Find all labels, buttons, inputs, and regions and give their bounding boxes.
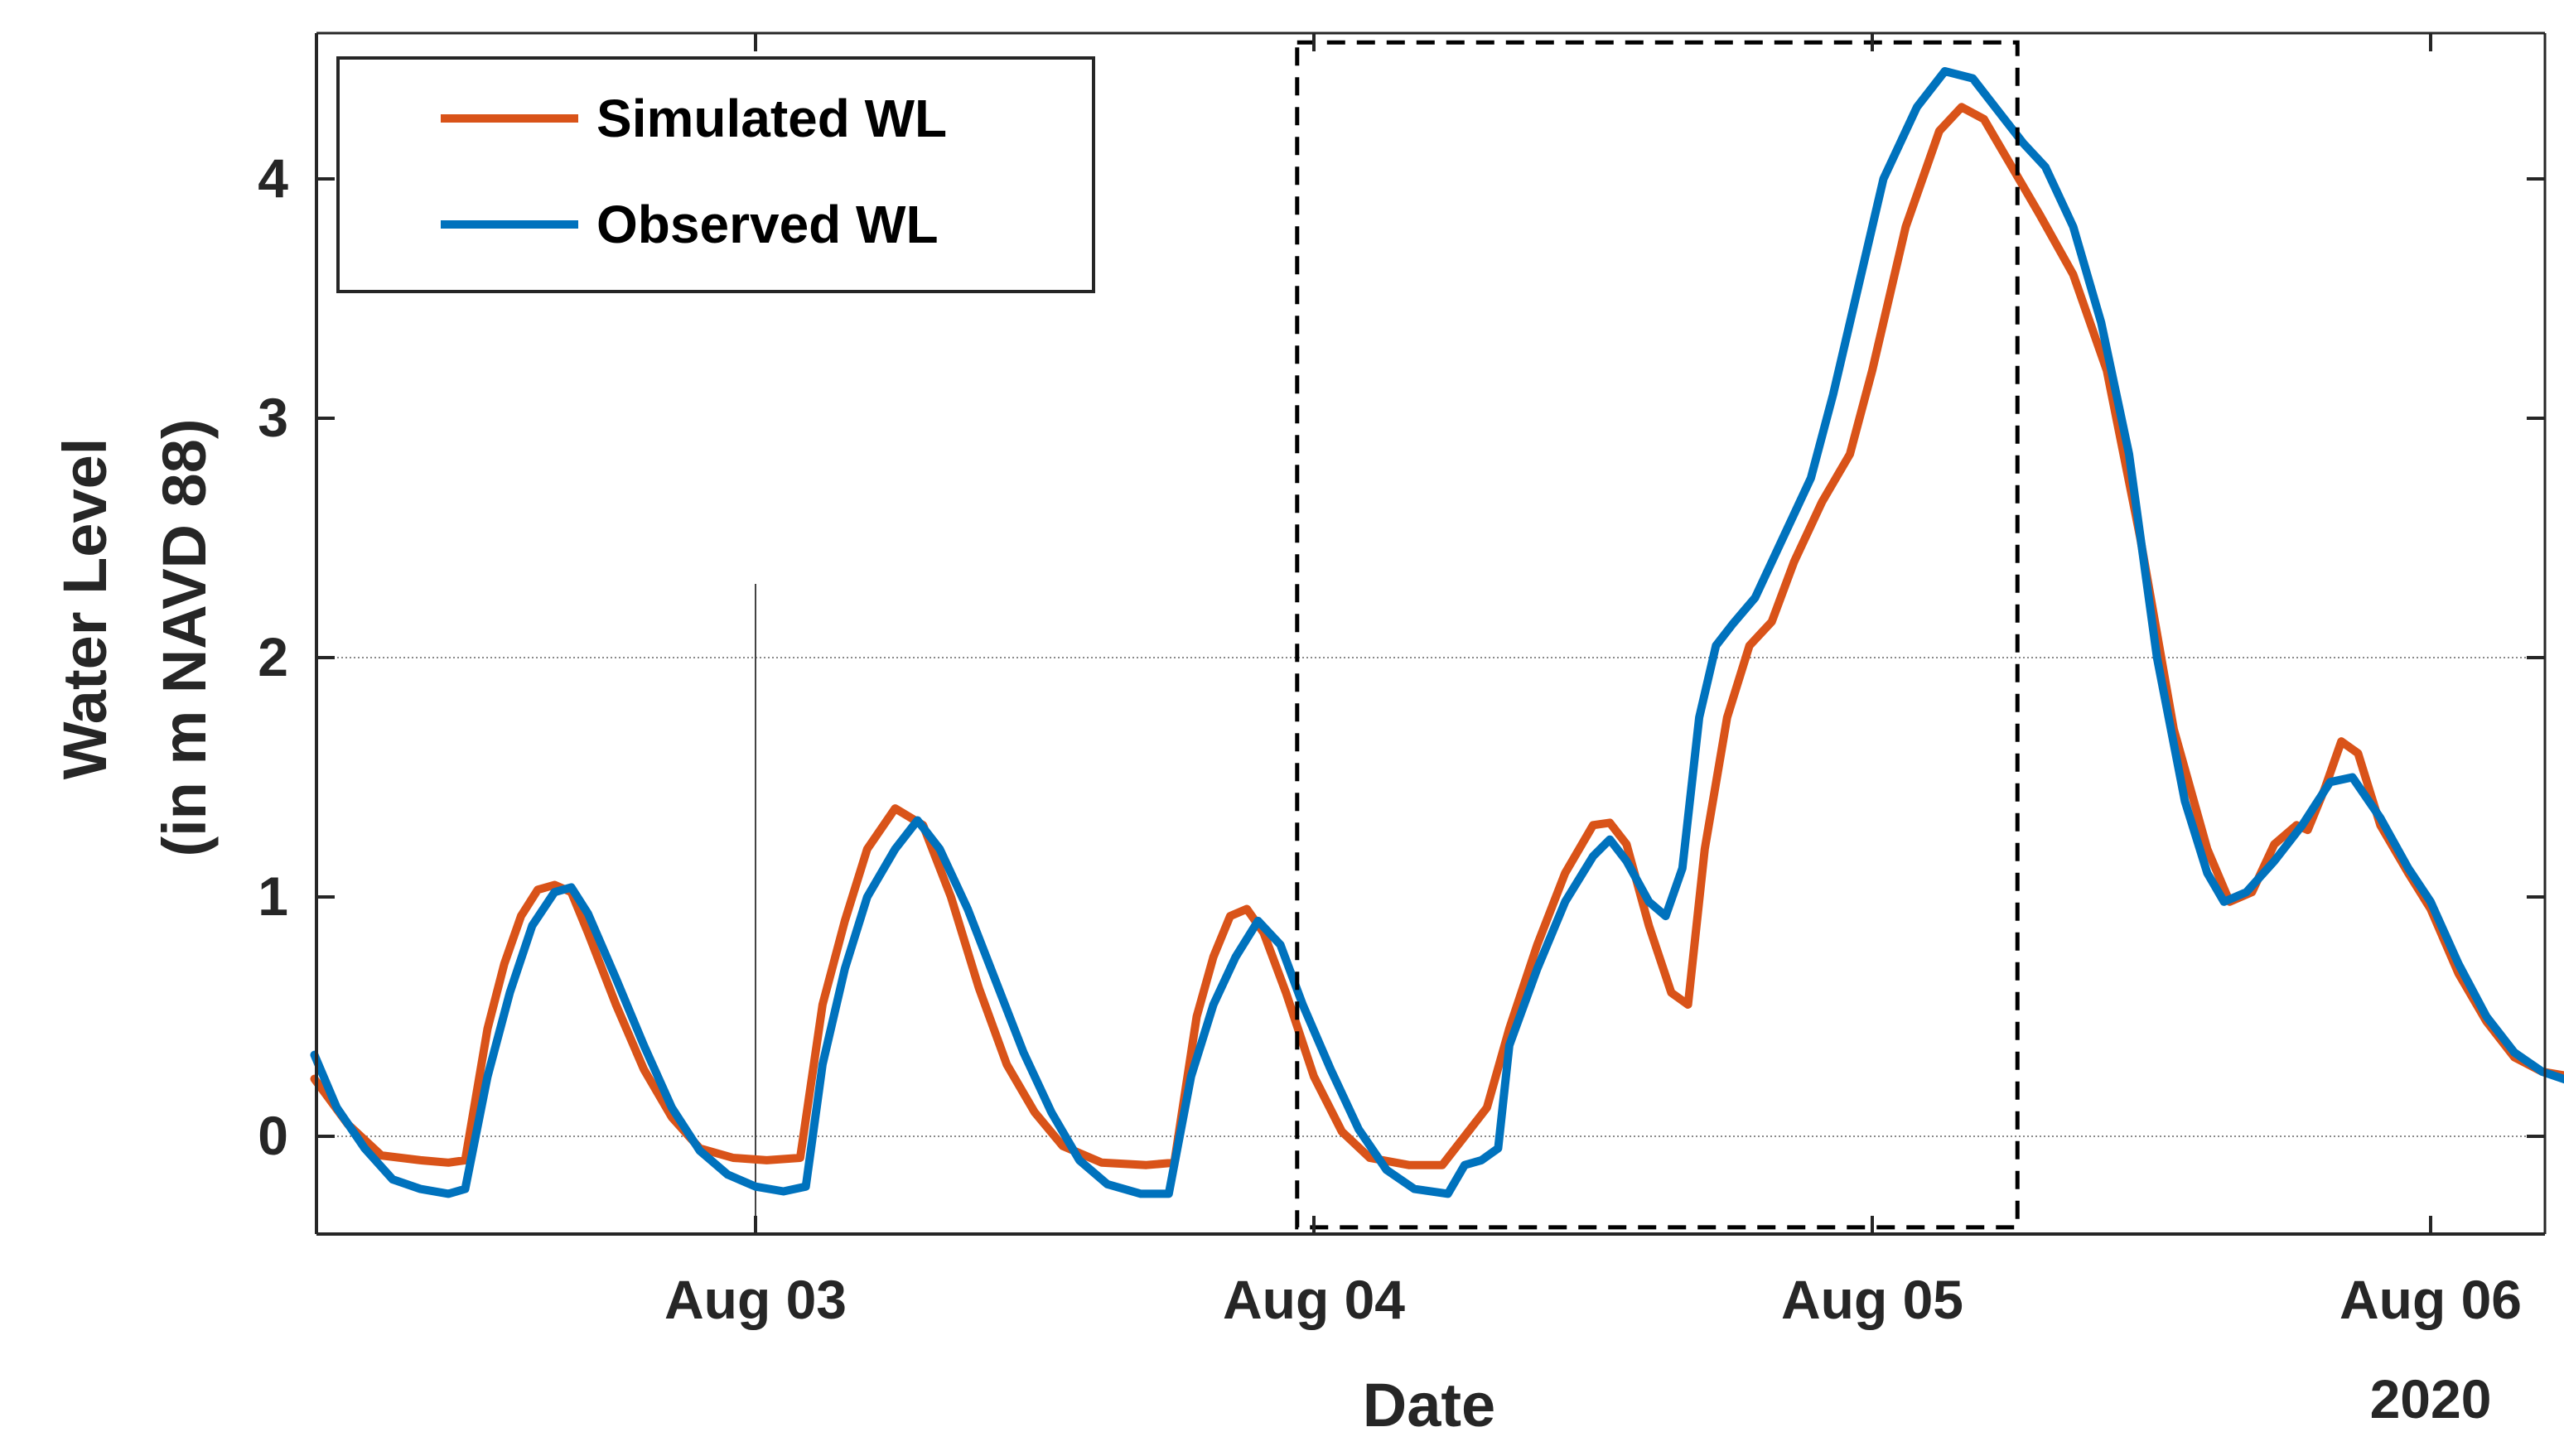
y-axis-title-line1: Water Level (51, 438, 119, 780)
legend-label-simulated: Simulated WL (596, 89, 947, 148)
y-axis-title-line2: (in m NAVD 88) (150, 418, 219, 856)
x-tick-label-aug-05: Aug 05 (1781, 1269, 1963, 1330)
x-tick-label-aug-03: Aug 03 (664, 1269, 847, 1330)
y-tick-label-2: 2 (258, 626, 288, 687)
x-axis-title: Date (1363, 1371, 1495, 1439)
legend-label-observed: Observed WL (596, 195, 939, 254)
y-tick-label-3: 3 (258, 387, 288, 448)
x-tick-label-aug-04: Aug 04 (1223, 1269, 1405, 1330)
label-layer: 0 1 2 3 4 Aug 03 Aug 04 Aug 05 Aug 06 2020 Date Wat… (51, 147, 2522, 1439)
y-tick-label-4: 4 (258, 147, 288, 209)
y-tick-label-0: 0 (258, 1105, 288, 1166)
x-year-label: 2020 (2370, 1368, 2492, 1429)
x-tick-label-aug-06: Aug 06 (2339, 1269, 2522, 1330)
y-tick-label-1: 1 (258, 865, 288, 927)
legend: Simulated WL Observed WL (338, 58, 1094, 292)
grid-layer (316, 584, 2545, 1234)
